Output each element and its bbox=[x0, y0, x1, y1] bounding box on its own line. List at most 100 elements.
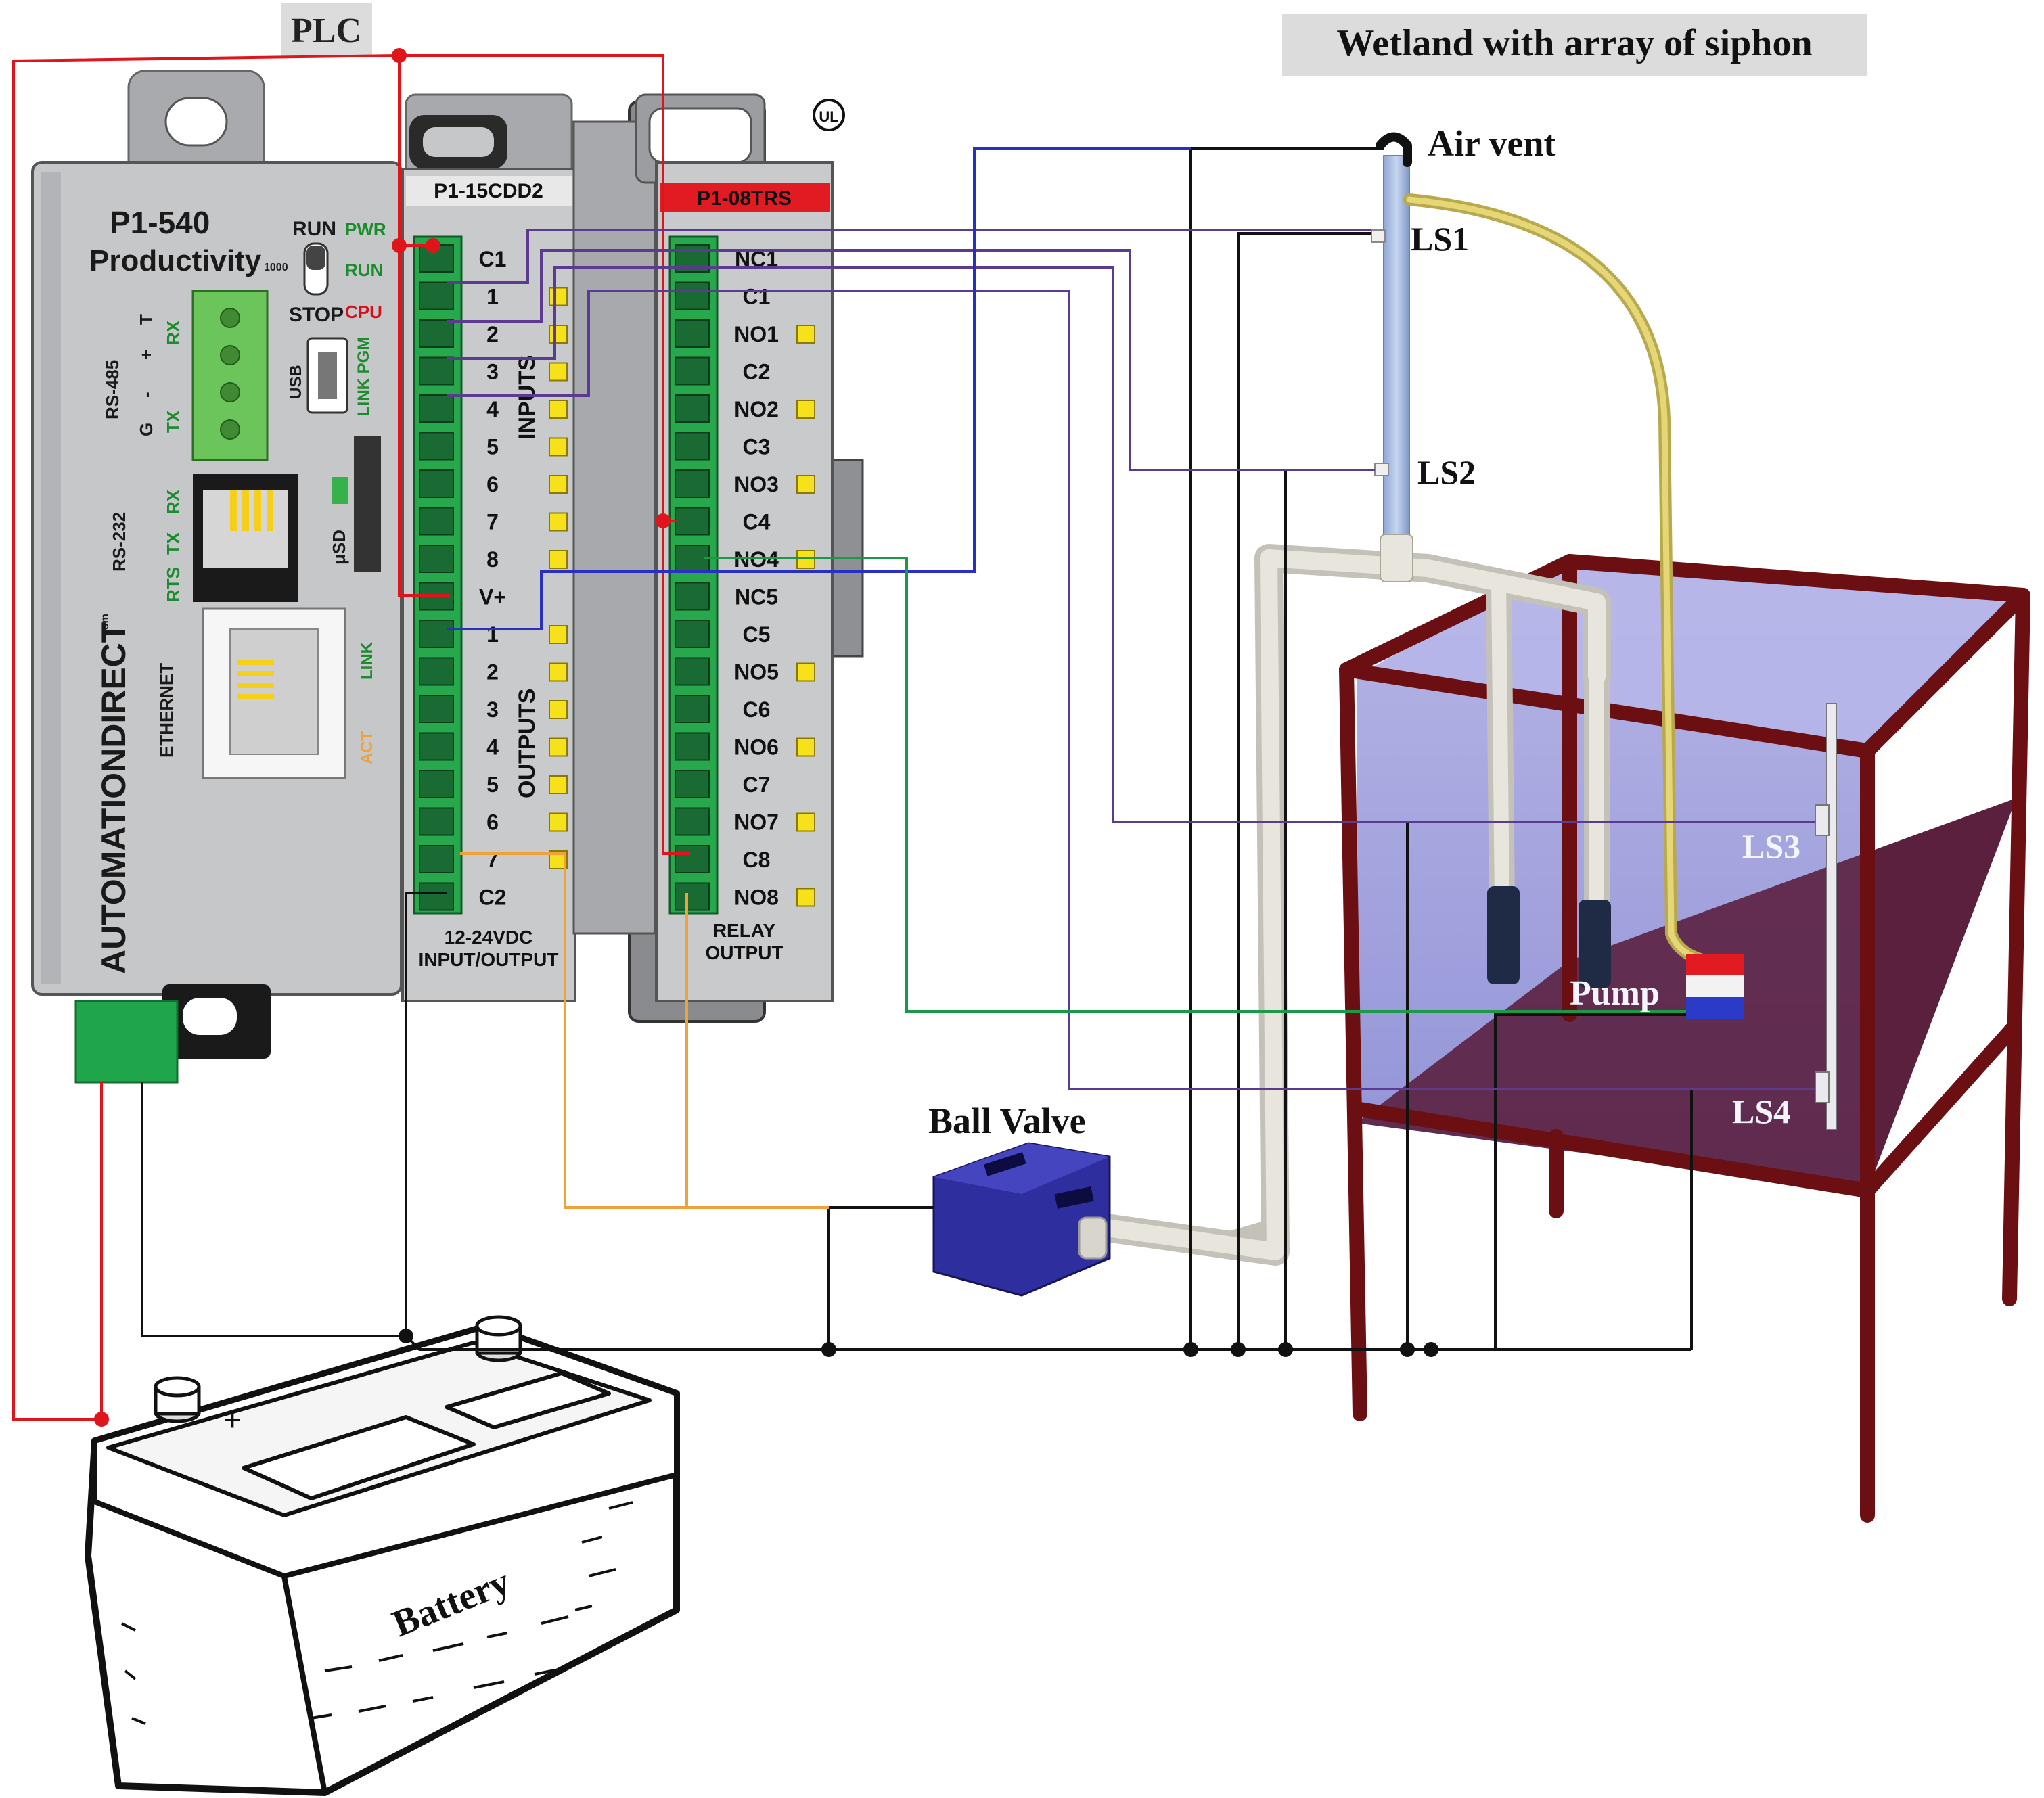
relay-terminal-screw[interactable] bbox=[675, 845, 710, 873]
ball-valve bbox=[932, 1142, 1111, 1297]
ls3-sensor bbox=[1815, 804, 1830, 836]
relay-terminal-screw[interactable] bbox=[675, 432, 710, 461]
io-terminal-label: C1 bbox=[479, 247, 507, 271]
io-terminal-screw[interactable] bbox=[419, 356, 454, 386]
io-terminal-screw[interactable] bbox=[419, 319, 454, 348]
io-terminal-screw[interactable] bbox=[419, 394, 454, 423]
relay-terminal-screw[interactable] bbox=[675, 281, 710, 310]
relay-terminal-screw[interactable] bbox=[675, 657, 710, 686]
io-terminal-screw[interactable] bbox=[419, 732, 454, 761]
io-status-led bbox=[549, 662, 568, 682]
usd-slot[interactable] bbox=[354, 436, 381, 572]
io-terminal-label: 1 bbox=[486, 285, 499, 309]
relay-terminal-screw[interactable] bbox=[675, 695, 710, 723]
relay-terminal-screw[interactable] bbox=[675, 356, 710, 386]
io-module: P1-15CDD2 C1 1 2 3 4 5 6 7 8 V+ 1 2 3 4 5 6 7 C2 INPUTS O… bbox=[401, 93, 576, 1002]
io-status-led bbox=[549, 812, 568, 832]
red-power-wire-vplus bbox=[398, 246, 450, 597]
rs232-label: RS-232 bbox=[109, 512, 129, 572]
io-terminal-label: 5 bbox=[486, 435, 499, 459]
ls4-label: LS4 bbox=[1732, 1092, 1790, 1130]
io-terminal-label: 3 bbox=[486, 360, 499, 384]
relay-terminal-label: C5 bbox=[743, 622, 771, 647]
io-status-led bbox=[549, 400, 568, 419]
pump bbox=[1686, 954, 1744, 1019]
relay-terminal-screw[interactable] bbox=[675, 620, 710, 648]
run-label: RUN bbox=[292, 218, 336, 240]
relay-terminal-screw[interactable] bbox=[675, 770, 710, 798]
io-status-led bbox=[549, 625, 568, 644]
relay-terminal-block[interactable] bbox=[668, 235, 719, 915]
relay-status-led bbox=[796, 662, 815, 682]
rs485-rx-label: RX bbox=[163, 320, 183, 345]
ls1-sensor bbox=[1371, 229, 1386, 243]
relay-terminal-screw[interactable] bbox=[675, 882, 710, 911]
io-status-led bbox=[549, 775, 568, 794]
relay-footer-line2: OUTPUT bbox=[705, 942, 783, 963]
green-pump-wire bbox=[704, 557, 1686, 1013]
relay-terminal-screw[interactable] bbox=[675, 732, 710, 761]
ls3-label: LS3 bbox=[1742, 827, 1800, 865]
io-terminal-label: 3 bbox=[486, 697, 499, 722]
relay-terminal-label: C8 bbox=[743, 848, 771, 872]
relay-status-led bbox=[796, 475, 815, 494]
power-connector[interactable] bbox=[74, 1000, 179, 1084]
io-terminal-screw[interactable] bbox=[419, 620, 454, 648]
cpu-led-label: CPU bbox=[345, 302, 382, 322]
siphon-piping bbox=[1068, 132, 1711, 1266]
io-terminal-screw[interactable] bbox=[419, 545, 454, 573]
black-wire-valve bbox=[827, 1206, 934, 1350]
io-status-led bbox=[549, 737, 568, 757]
io-terminal-screw[interactable] bbox=[419, 807, 454, 836]
relay-model-banner bbox=[660, 183, 830, 212]
io-terminal-screw[interactable] bbox=[419, 882, 454, 911]
relay-terminal-screw[interactable] bbox=[675, 507, 710, 536]
ls2-sensor bbox=[1374, 463, 1389, 476]
relay-status-led bbox=[796, 812, 815, 832]
relay-status-led bbox=[796, 888, 815, 907]
io-status-led bbox=[549, 700, 568, 719]
io-terminal-screw[interactable] bbox=[419, 281, 454, 310]
relay-terminal-screw[interactable] bbox=[675, 807, 710, 836]
io-status-led bbox=[549, 325, 568, 344]
io-terminal-screw[interactable] bbox=[419, 507, 454, 536]
rs485-t-label: T bbox=[136, 314, 156, 325]
eth-act-label: ACT bbox=[358, 731, 376, 764]
usd-label: μSD bbox=[329, 530, 349, 565]
io-terminal-screw[interactable] bbox=[419, 657, 454, 686]
rs232-rx-label: RX bbox=[163, 489, 183, 514]
relay-module: P1-08TRS NC1C1NO1C2NO2C3NO3C4NO4NC5C5NO5… bbox=[635, 93, 845, 1002]
io-footer-line1: 12-24VDC bbox=[445, 927, 533, 948]
ls1-label: LS1 bbox=[1411, 220, 1469, 258]
purple-wire-ls3 bbox=[447, 266, 1815, 823]
pump-label: Pump bbox=[1570, 974, 1660, 1013]
io-terminal-screw[interactable] bbox=[419, 845, 454, 873]
usb-label: USB bbox=[287, 365, 305, 399]
io-status-led bbox=[549, 550, 568, 569]
rs485-minus-label: - bbox=[136, 392, 156, 398]
blue-vent-wire bbox=[447, 147, 1191, 630]
io-terminal-block[interactable] bbox=[413, 235, 463, 915]
io-terminal-screw[interactable] bbox=[419, 432, 454, 461]
black-wire-ls1 bbox=[1237, 232, 1371, 1350]
relay-terminal-label: NO5 bbox=[734, 660, 779, 685]
black-ground-wire bbox=[141, 1082, 1691, 1351]
io-terminal-label: 8 bbox=[486, 547, 499, 572]
black-wire-c2 bbox=[405, 892, 447, 1336]
relay-status-led bbox=[796, 325, 815, 344]
relay-terminal-screw[interactable] bbox=[675, 582, 710, 611]
relay-terminal-screw[interactable] bbox=[675, 469, 710, 498]
relay-terminal-screw[interactable] bbox=[675, 319, 710, 348]
io-terminal-label: V+ bbox=[479, 585, 506, 609]
io-terminal-screw[interactable] bbox=[419, 469, 454, 498]
relay-status-led bbox=[796, 737, 815, 757]
io-terminal-label: 5 bbox=[486, 773, 499, 797]
eth-link-label: LINK bbox=[358, 641, 376, 680]
io-status-led bbox=[549, 475, 568, 494]
maker-suffix: com bbox=[99, 614, 111, 636]
relay-terminal-screw[interactable] bbox=[675, 394, 710, 423]
ethernet-label: ETHERNET bbox=[156, 663, 177, 758]
relay-terminal-label: NO6 bbox=[734, 735, 779, 760]
io-terminal-screw[interactable] bbox=[419, 770, 454, 798]
io-terminal-screw[interactable] bbox=[419, 695, 454, 723]
